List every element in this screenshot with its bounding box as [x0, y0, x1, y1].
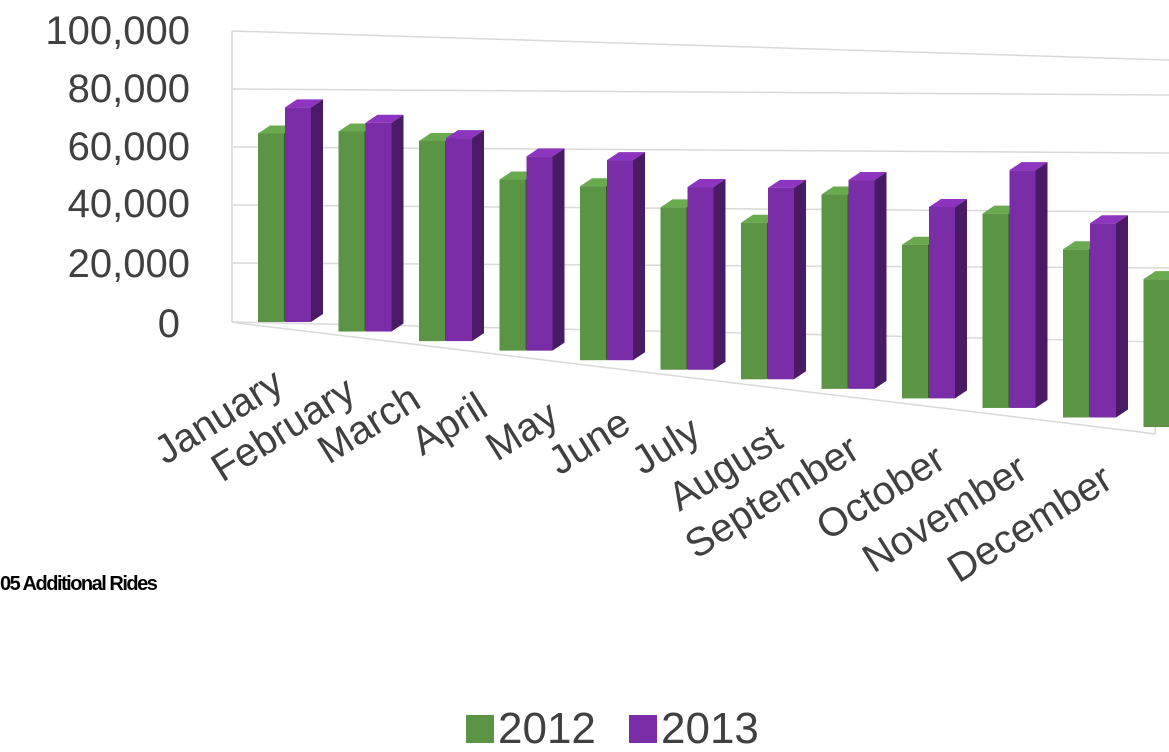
bar-2012-september — [902, 244, 928, 399]
y-tick-label: 40,000 — [68, 182, 190, 226]
legend-swatch-2013 — [629, 715, 657, 743]
bar-2013-january — [285, 107, 311, 323]
legend-label-2013: 2013 — [661, 704, 759, 752]
bar-side-2013 — [552, 148, 565, 351]
bar-top-2013 — [768, 179, 806, 188]
y-axis-tick-labels: 0 20,000 40,000 60,000 80,000 100,000 — [45, 9, 190, 346]
bar-2013-september — [929, 207, 955, 399]
y-tick-label: 20,000 — [68, 242, 190, 286]
bar-side-2013 — [1116, 215, 1128, 418]
legend-label-2012: 2012 — [498, 704, 596, 752]
gridline — [231, 88, 1169, 96]
bar-2013-june — [687, 187, 714, 370]
bar-2012-february — [338, 131, 365, 332]
legend-swatch-2012 — [466, 715, 494, 743]
bar-2012-march — [419, 141, 445, 342]
bar-side-2013 — [874, 172, 887, 389]
bar-top-2013 — [1009, 162, 1048, 171]
category-label: June — [541, 400, 638, 483]
gridline — [231, 30, 1169, 61]
bar-2012-december — [1143, 279, 1169, 428]
bar-2012-april — [499, 179, 526, 351]
bar-2013-october — [1009, 170, 1036, 408]
bar-top-2013 — [285, 99, 323, 108]
y-tick-label: 100,000 — [45, 9, 190, 53]
bar-top-2013 — [929, 199, 967, 207]
legend: 2012 2013 — [466, 704, 759, 752]
bar-side-2013 — [794, 179, 806, 380]
bar-side-2013 — [955, 199, 967, 399]
bar-2013-february — [365, 122, 392, 332]
y-tick-label: 0 — [158, 302, 180, 346]
bar-2013-november — [1090, 223, 1116, 418]
bar-2012-june — [660, 207, 687, 370]
category-label: April — [404, 384, 495, 464]
bar-top-2013 — [607, 152, 645, 161]
bar-side-2013 — [1035, 162, 1048, 408]
bar-2013-july — [768, 187, 794, 380]
bar-2012-july — [741, 222, 767, 380]
bar-2013-march — [446, 138, 472, 342]
bar-2012-may — [580, 186, 606, 361]
additional-rides-note: 05 Additional Rides — [0, 573, 158, 595]
bar-side-2013 — [633, 152, 645, 361]
y-tick-label: 60,000 — [68, 125, 190, 169]
bar-2012-january — [258, 133, 284, 322]
bar-top-2013 — [446, 130, 484, 139]
bar-side-2013 — [391, 114, 404, 332]
bar-2012-october — [982, 213, 1009, 408]
bar-2012-august — [821, 194, 848, 389]
bar-side-2013 — [713, 179, 726, 370]
y-tick-label: 80,000 — [68, 67, 190, 111]
bar-top-2013 — [1090, 215, 1128, 224]
bar-top-2013 — [687, 179, 726, 188]
bar-side-2013 — [311, 99, 323, 323]
x-axis-category-labels: January February March April May June Ju… — [147, 360, 1120, 591]
bar-top-2013 — [848, 172, 887, 181]
bars — [258, 99, 1169, 428]
bar-2013-may — [607, 160, 633, 361]
bar-top-2012 — [1143, 271, 1169, 280]
bar-top-2013 — [526, 148, 565, 157]
bar-2012-november — [1063, 249, 1089, 418]
bar-2013-april — [526, 156, 553, 351]
bar-2013-august — [848, 180, 875, 389]
bar-top-2013 — [365, 114, 404, 123]
bar-side-2013 — [472, 130, 484, 342]
